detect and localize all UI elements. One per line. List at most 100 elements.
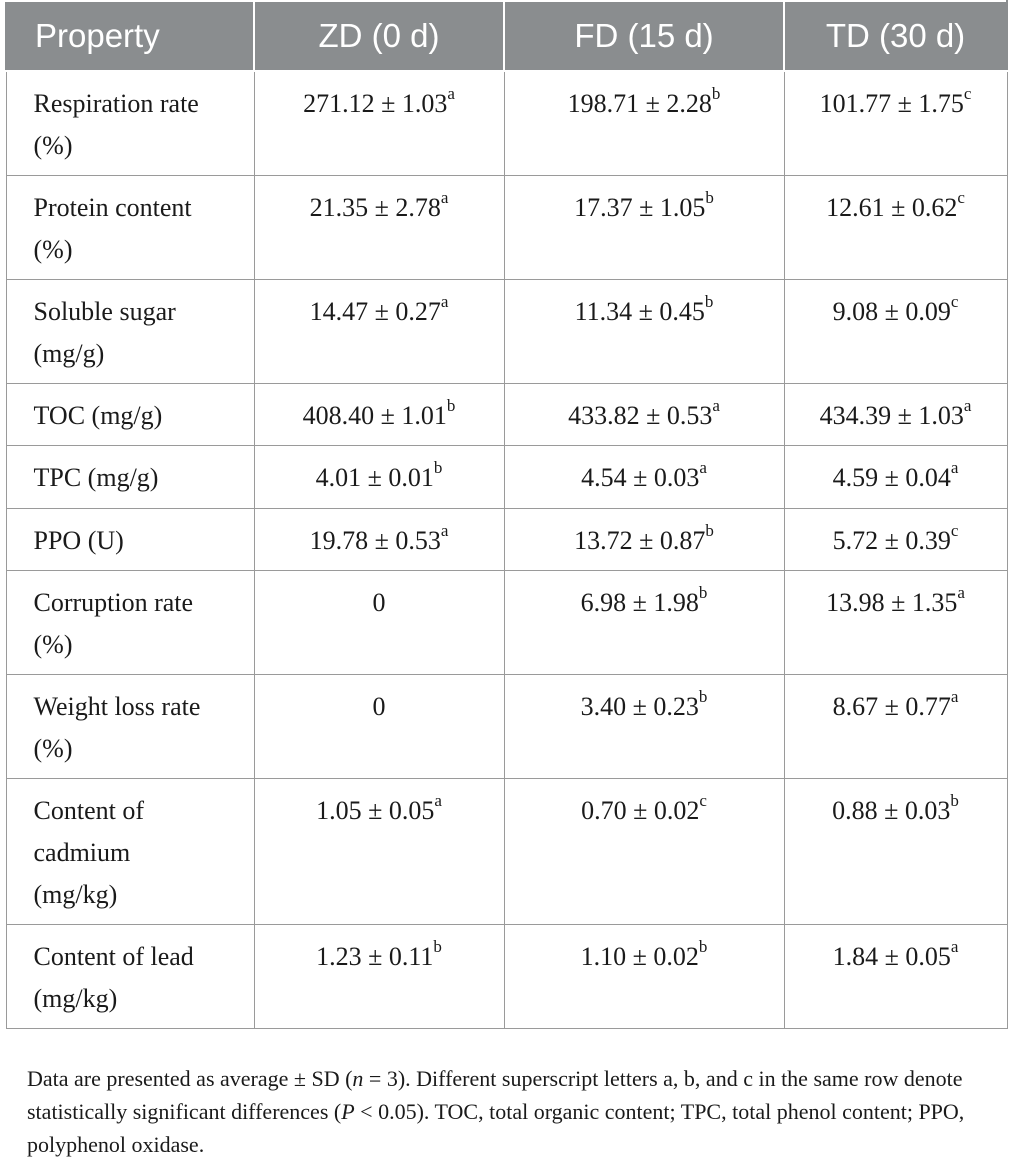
- value-cell: 1.23 ± 0.11b: [253, 923, 505, 1029]
- property-label-line: Protein content: [33, 192, 192, 222]
- value-text: 9.08 ± 0.09: [832, 296, 951, 326]
- value-text: 198.71 ± 2.28: [567, 89, 712, 118]
- significance-superscript: b: [704, 291, 714, 311]
- header-row: Property ZD (0 d) FD (15 d) TD (30 d): [5, 0, 1008, 72]
- significance-superscript: c: [950, 291, 959, 311]
- property-cell: Respiration rate (%): [5, 70, 255, 176]
- significance-superscript: c: [950, 520, 959, 540]
- value-cell: 0: [253, 673, 505, 779]
- property-label-line: (%): [33, 131, 73, 160]
- value-text: 13.72 ± 0.87: [574, 525, 706, 555]
- table-row: Weight loss rate (%) 0 3.40 ± 0.23b 8.67 ± 0…: [5, 673, 1008, 779]
- header-td: TD (30 d): [783, 0, 1008, 72]
- significance-superscript: a: [950, 686, 959, 706]
- value-text: 8.67 ± 0.77: [832, 691, 951, 721]
- header-zd: ZD (0 d): [253, 0, 505, 72]
- property-cell: Soluble sugar (mg/g): [5, 278, 255, 384]
- value-cell: 14.47 ± 0.27a: [253, 278, 505, 384]
- value-text: 6.98 ± 1.98: [580, 587, 699, 617]
- significance-superscript: a: [963, 395, 972, 415]
- value-cell: 433.82 ± 0.53a: [503, 382, 785, 446]
- table-row: Protein content (%) 21.35 ± 2.78a 17.37 ± 1…: [5, 174, 1008, 280]
- value-cell: 101.77 ± 1.75c: [783, 70, 1008, 176]
- value-text: 101.77 ± 1.75: [819, 89, 964, 118]
- property-label-line: cadmium: [33, 837, 131, 867]
- significance-superscript: a: [950, 936, 959, 956]
- table-row: Corruption rate (%) 0 6.98 ± 1.98b 13.98 ± 1…: [5, 569, 1008, 675]
- value-text: 11.34 ± 0.45: [574, 296, 705, 326]
- significance-superscript: b: [698, 582, 708, 602]
- value-cell: 21.35 ± 2.78a: [253, 174, 505, 280]
- significance-superscript: c: [699, 790, 707, 810]
- property-cell: Weight loss rate (%): [5, 673, 255, 779]
- value-cell: 5.72 ± 0.39c: [783, 507, 1008, 571]
- value-text: 19.78 ± 0.53: [309, 525, 441, 555]
- value-text: 12.61 ± 0.62: [826, 192, 958, 222]
- property-cell: Content of cadmium (mg/kg): [5, 777, 255, 925]
- value-text: 21.35 ± 2.78: [309, 192, 441, 222]
- table-footnote: Data are presented as average ± SD (n = …: [27, 1062, 997, 1161]
- value-text: 13.98 ± 1.35: [826, 587, 958, 617]
- property-cell: TPC (mg/g): [5, 444, 255, 509]
- significance-superscript: b: [698, 686, 708, 706]
- value-text: 1.10 ± 0.02: [580, 941, 699, 971]
- value-cell: 13.98 ± 1.35a: [783, 569, 1008, 675]
- significance-superscript: a: [712, 395, 720, 415]
- value-cell: 408.40 ± 1.01b: [253, 382, 505, 446]
- value-cell: 1.84 ± 0.05a: [783, 923, 1008, 1029]
- significance-superscript: c: [963, 84, 972, 104]
- significance-superscript: a: [447, 84, 455, 104]
- value-text: 434.39 ± 1.03: [819, 400, 964, 430]
- property-label-line: Weight loss rate: [33, 691, 201, 721]
- value-text: 1.23 ± 0.11: [316, 941, 434, 971]
- footnote-p: P: [341, 1099, 355, 1124]
- value-text: 17.37 ± 1.05: [574, 192, 706, 222]
- significance-superscript: b: [705, 520, 714, 540]
- value-text: 4.54 ± 0.03: [581, 462, 700, 492]
- value-cell: 8.67 ± 0.77a: [783, 673, 1008, 779]
- property-label-line: TOC (mg/g): [33, 400, 163, 430]
- significance-superscript: b: [705, 187, 714, 207]
- value-cell: 0.70 ± 0.02c: [503, 777, 785, 925]
- value-cell: 19.78 ± 0.53a: [253, 507, 505, 571]
- property-cell: Corruption rate (%): [5, 569, 255, 675]
- value-cell: 1.05 ± 0.05a: [253, 777, 505, 925]
- value-text: 433.82 ± 0.53: [568, 400, 713, 430]
- value-cell: 13.72 ± 0.87b: [503, 507, 785, 571]
- footnote-n: n: [352, 1066, 364, 1091]
- value-text: 4.59 ± 0.04: [832, 462, 951, 492]
- table-row: Content of cadmium (mg/kg) 1.05 ± 0.05a 0.70…: [5, 777, 1008, 925]
- significance-superscript: a: [950, 457, 959, 477]
- property-label-line: Content of: [33, 795, 145, 825]
- data-table: Property ZD (0 d) FD (15 d) TD (30 d) Re…: [5, 0, 1008, 1029]
- significance-superscript: a: [957, 582, 965, 602]
- value-cell: 0: [253, 569, 505, 675]
- footnote-part1: Data are presented as average ± SD (: [27, 1066, 353, 1091]
- value-text: 0.88 ± 0.03: [832, 795, 951, 825]
- significance-superscript: a: [440, 520, 449, 540]
- property-label-line: (%): [33, 733, 73, 763]
- value-cell: 4.01 ± 0.01b: [253, 444, 505, 509]
- value-text: 14.47 ± 0.27: [309, 296, 441, 326]
- value-text: 408.40 ± 1.01: [302, 400, 447, 430]
- significance-superscript: b: [433, 457, 443, 477]
- table-row: PPO (U) 19.78 ± 0.53a 13.72 ± 0.87b 5.72 ± …: [5, 507, 1008, 571]
- data-table-container: Property ZD (0 d) FD (15 d) TD (30 d) Re…: [5, 0, 1008, 1029]
- value-cell: 3.40 ± 0.23b: [503, 673, 785, 779]
- value-text: 3.40 ± 0.23: [580, 691, 699, 721]
- property-label-line: (%): [33, 234, 73, 264]
- significance-superscript: b: [433, 936, 442, 956]
- table-row: TOC (mg/g) 408.40 ± 1.01b 433.82 ± 0.53a 43…: [5, 382, 1008, 446]
- property-label-line: PPO (U): [33, 525, 124, 555]
- significance-superscript: a: [699, 457, 707, 477]
- value-cell: 6.98 ± 1.98b: [503, 569, 785, 675]
- significance-superscript: a: [440, 187, 449, 207]
- property-cell: Protein content (%): [5, 174, 255, 280]
- property-label-line: (%): [33, 629, 73, 659]
- property-cell: Content of lead (mg/kg): [5, 923, 255, 1029]
- property-cell: PPO (U): [5, 507, 255, 571]
- value-cell: 1.10 ± 0.02b: [503, 923, 785, 1029]
- property-cell: TOC (mg/g): [5, 382, 255, 446]
- significance-superscript: b: [446, 395, 456, 415]
- value-cell: 17.37 ± 1.05b: [503, 174, 785, 280]
